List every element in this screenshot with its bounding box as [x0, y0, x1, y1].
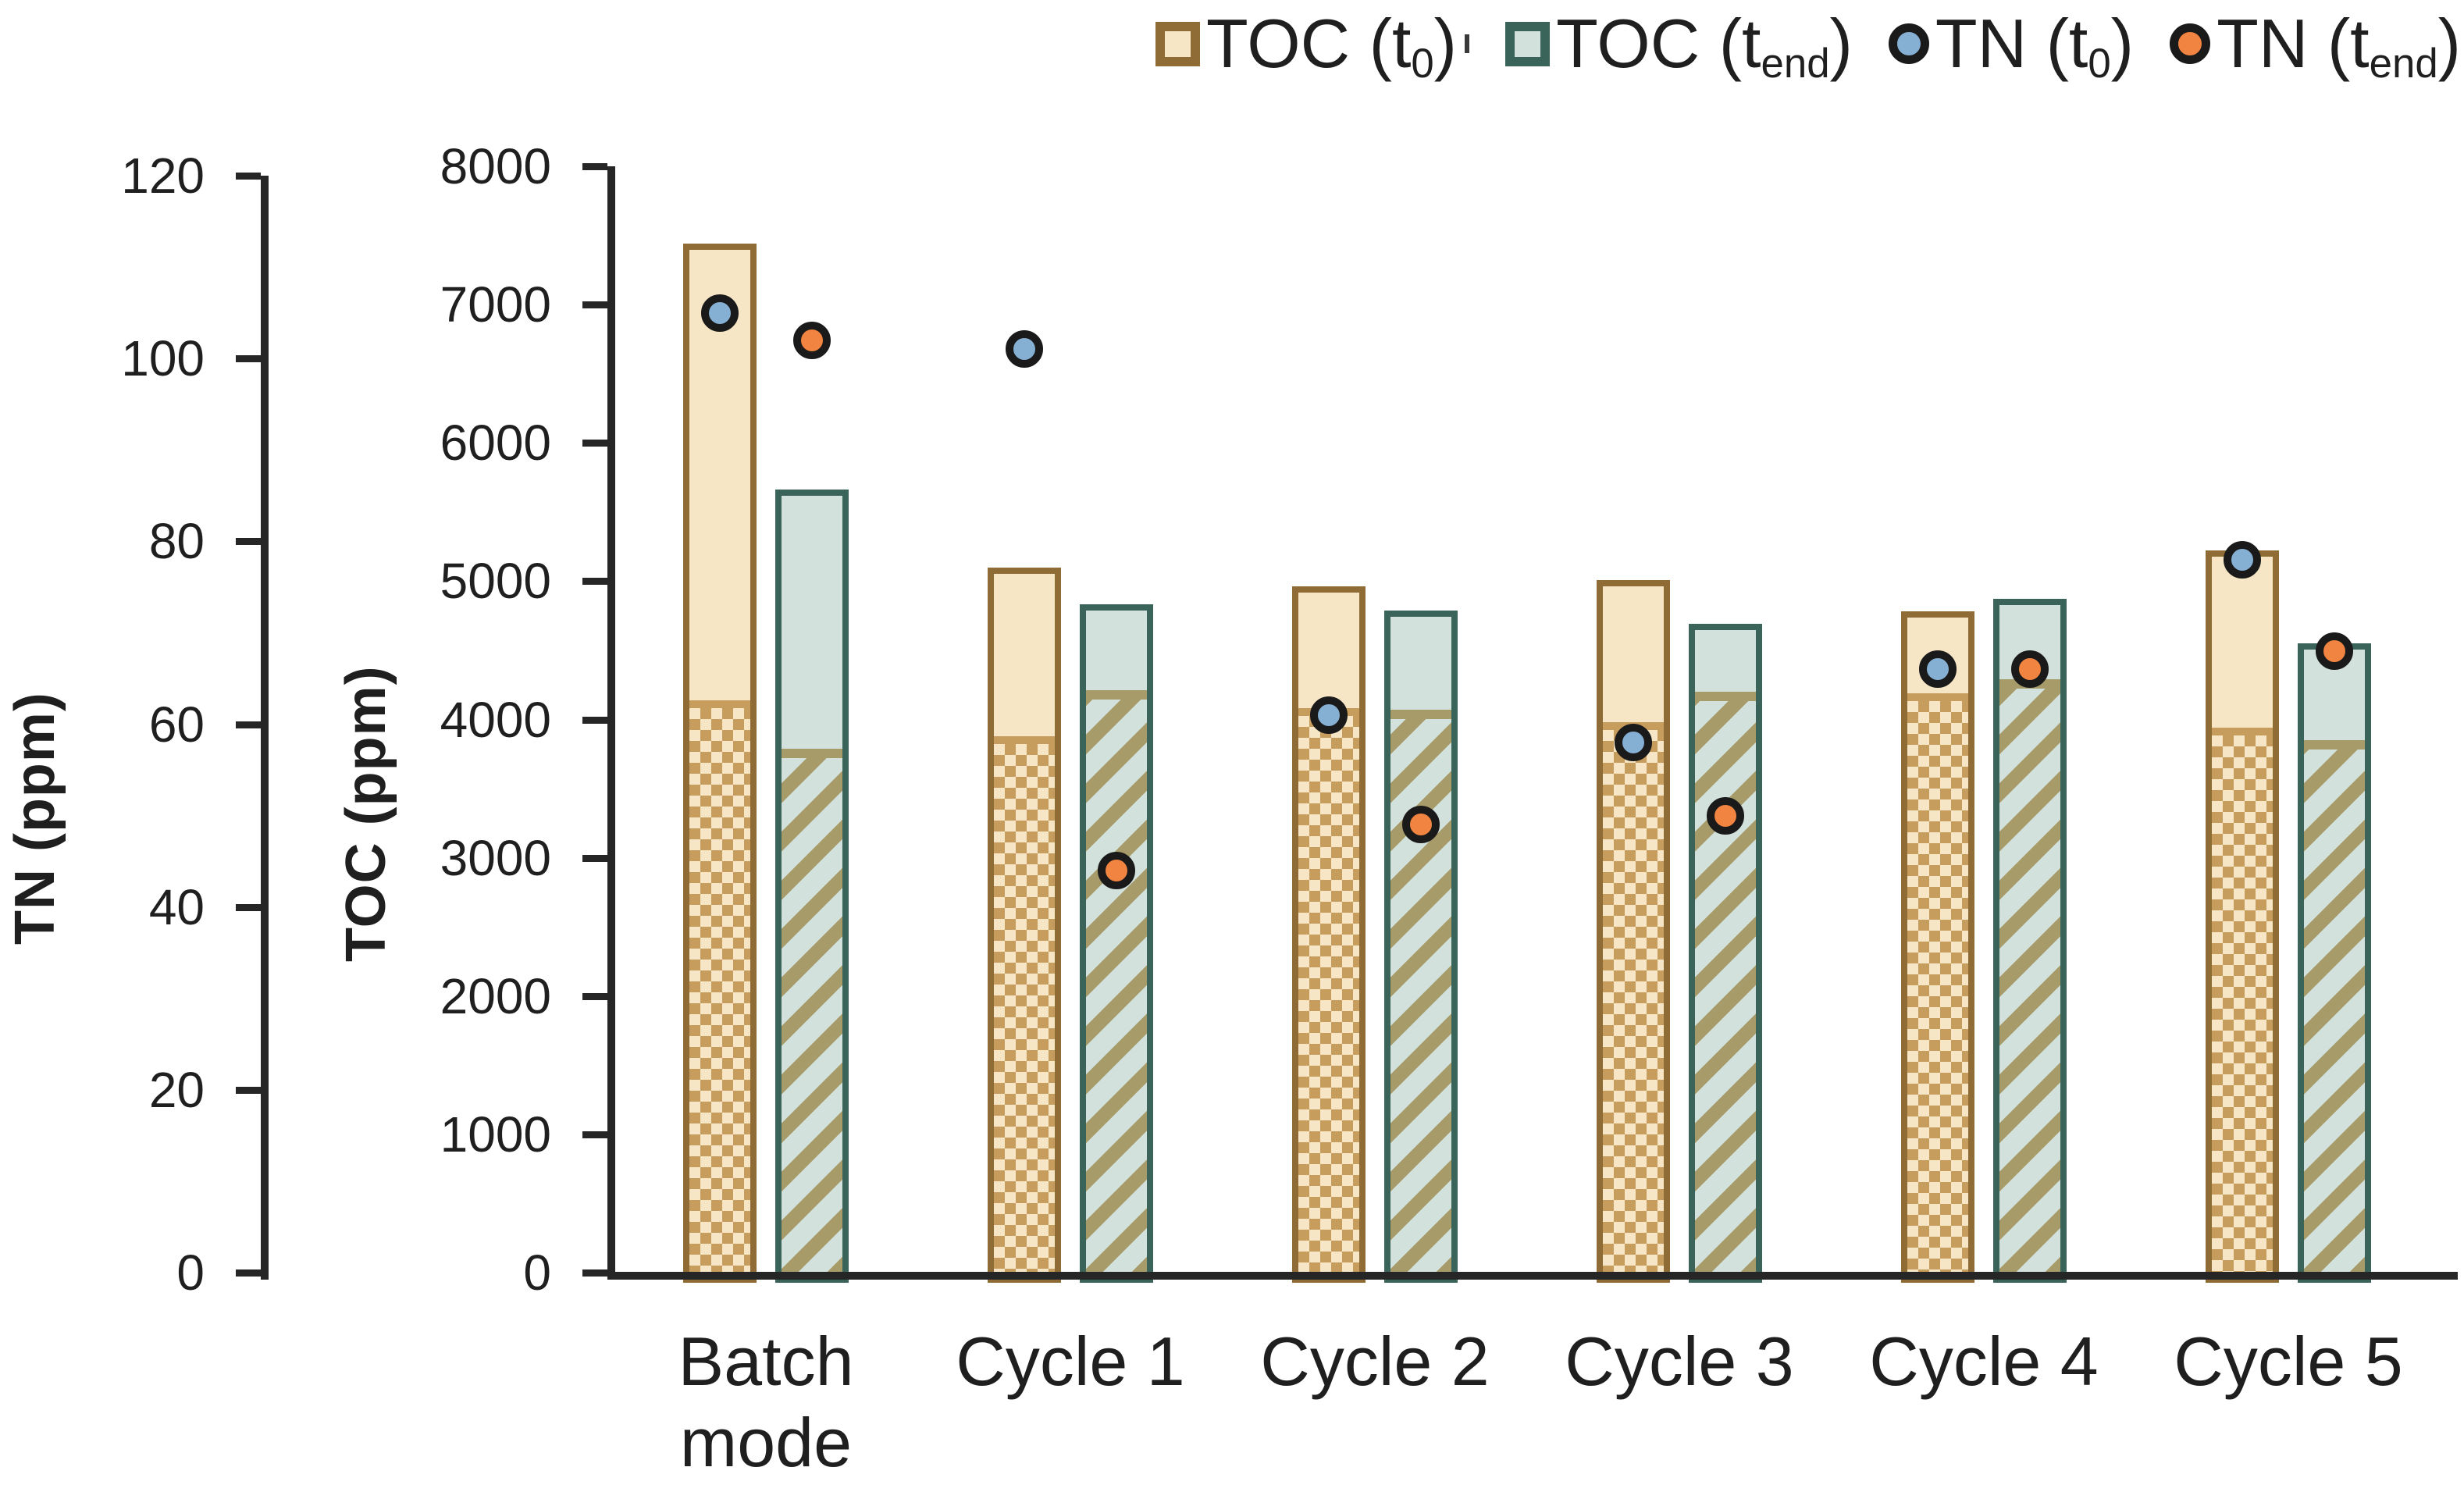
dot-tn-tend	[1098, 851, 1135, 889]
toc-axis-tick	[582, 301, 607, 309]
dot-tn-tend	[1402, 806, 1440, 844]
tn-tick-label: 40	[148, 878, 205, 935]
bar-toc-t0	[988, 567, 1061, 1283]
x-category-label: Cycle 3	[1565, 1323, 1794, 1400]
tn-tick-label: 60	[148, 696, 205, 753]
toc-tick-label: 6000	[440, 415, 551, 472]
toc-tick-label: 4000	[440, 691, 551, 748]
tn-axis-tick	[236, 1269, 261, 1277]
legend-label: TOC (t0)	[1206, 5, 1458, 87]
toc-tick-label: 5000	[440, 553, 551, 610]
toc-axis-tick	[582, 854, 607, 862]
dot-tn-tend	[793, 321, 831, 359]
toc-tick-label: 0	[523, 1245, 551, 1301]
bar-hatch-segment	[782, 748, 842, 1277]
dot-tn-t0	[1006, 330, 1043, 369]
legend-label: TN (t0)	[1935, 5, 2135, 87]
toc-t0-swatch-icon	[1155, 21, 1201, 66]
dot-tn-t0	[1310, 696, 1348, 734]
legend-item-tn-tend: TN (tend)	[2170, 5, 2461, 87]
toc-axis-tick	[582, 992, 607, 1000]
x-category-label: Cycle 2	[1260, 1323, 1490, 1400]
tn-axis-tick	[236, 355, 261, 363]
toc-tick-label: 7000	[440, 276, 551, 333]
bar-toc-tend	[1080, 604, 1153, 1283]
tn-axis-line	[261, 176, 269, 1280]
tn-axis-tick	[236, 903, 261, 911]
toc-axis-tick	[582, 1131, 607, 1138]
toc-axis-tick	[582, 440, 607, 447]
toc-axis-tick	[582, 1269, 607, 1277]
x-category-label: Cycle 5	[2174, 1323, 2403, 1400]
x-category-label: Cycle 1	[956, 1323, 1185, 1400]
tn-tick-label: 20	[148, 1061, 205, 1118]
tn-tick-label: 120	[121, 148, 205, 204]
bar-toc-t0	[2206, 550, 2279, 1283]
toc-tick-label: 2000	[440, 967, 551, 1024]
bar-hatch-segment	[1390, 710, 1451, 1277]
tn-tick-label: 100	[121, 330, 205, 387]
legend-item-toc-t0: TOC (t0)	[1155, 5, 1470, 87]
bar-toc-tend	[1993, 599, 2067, 1283]
tn-axis-tick	[236, 721, 261, 728]
legend-item-toc-tend: TOC (tend)	[1505, 5, 1853, 87]
bar-toc-tend	[1384, 610, 1458, 1283]
tn-tick-label: 0	[176, 1245, 205, 1301]
legend-artifact-mark	[1465, 34, 1470, 53]
bar-hatch-segment	[2212, 728, 2273, 1277]
bar-hatch-segment	[1695, 692, 1756, 1277]
dot-tn-t0	[1615, 723, 1652, 761]
bar-hatch-segment	[994, 735, 1055, 1277]
x-category-label: Batch mode	[678, 1323, 854, 1481]
bar-hatch-segment	[1603, 722, 1664, 1277]
toc-tick-label: 1000	[440, 1106, 551, 1163]
legend-item-tn-t0: TN (t0)	[1888, 5, 2135, 87]
dot-tn-tend	[2316, 632, 2353, 670]
bar-hatch-segment	[1907, 693, 1968, 1277]
tn-tick-label: 80	[148, 513, 205, 570]
toc-axis-tick	[582, 578, 607, 586]
bar-toc-t0	[1597, 579, 1670, 1283]
bar-hatch-segment	[2304, 740, 2365, 1277]
dot-tn-t0	[1919, 650, 1957, 689]
tn-tend-circle-icon	[2170, 23, 2211, 64]
dot-tn-tend	[2011, 650, 2049, 689]
bar-hatch-segment	[1298, 708, 1359, 1277]
toc-axis-line	[607, 166, 615, 1280]
x-category-label: Cycle 4	[1869, 1323, 2099, 1400]
toc-tick-label: 8000	[440, 138, 551, 194]
bar-hatch-segment	[1999, 679, 2060, 1277]
legend-label: TN (tend)	[2217, 5, 2461, 87]
legend-label: TOC (tend)	[1556, 5, 1853, 87]
bar-hatch-segment	[1086, 690, 1147, 1277]
x-axis-line	[607, 1272, 2458, 1280]
bar-toc-t0	[1901, 611, 1974, 1283]
bar-toc-t0	[1292, 586, 1366, 1283]
bar-toc-tend	[2298, 643, 2371, 1283]
toc-axis-tick	[582, 716, 607, 724]
legend: TOC (t0) TOC (tend) TN (t0) TN (tend)	[1155, 5, 2461, 87]
dot-tn-tend	[1707, 796, 1744, 835]
tn-axis-tick	[236, 538, 261, 546]
toc-tend-swatch-icon	[1505, 21, 1551, 66]
tn-axis-tick	[236, 173, 261, 180]
toc-tick-label: 3000	[440, 829, 551, 886]
bar-toc-tend	[775, 490, 849, 1283]
dot-tn-t0	[701, 294, 739, 332]
tn-t0-circle-icon	[1888, 23, 1929, 64]
dot-tn-t0	[2224, 540, 2261, 579]
tn-axis-tick	[236, 1086, 261, 1094]
toc-axis-tick	[582, 163, 607, 170]
bar-hatch-segment	[689, 700, 750, 1277]
bar-toc-t0	[683, 244, 757, 1283]
bar-toc-tend	[1689, 624, 1762, 1283]
